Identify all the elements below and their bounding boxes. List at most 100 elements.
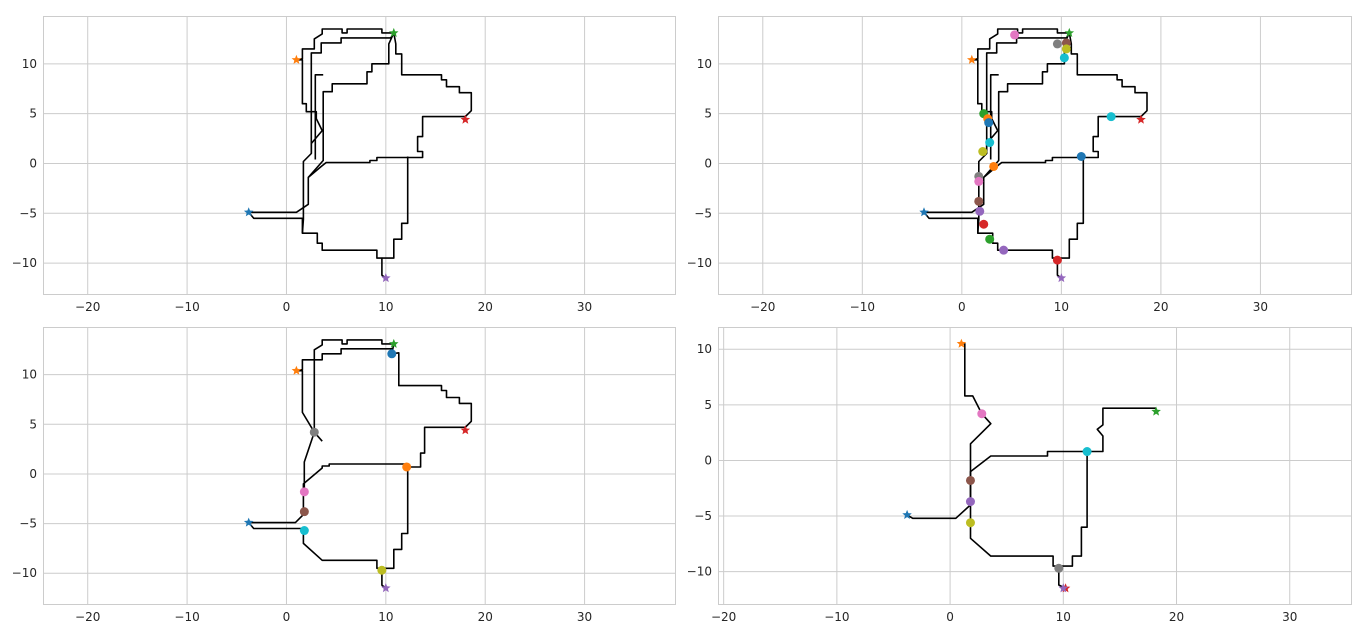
steiner-point [1082,447,1092,457]
terminal-star [389,27,399,37]
x-tick-label: 30 [1282,610,1297,624]
steiner-point [1106,112,1116,122]
steiner-point [1054,563,1064,573]
y-tick-label: −10 [687,256,712,270]
steiner-point [978,147,988,157]
panel-2: −20 −10 0 10 20 30 −10 −5 0 5 10 [687,16,1352,314]
tree-edge [1087,407,1157,453]
steiner-point [1010,30,1020,40]
tree-edge [248,32,395,214]
x-tick-label: 0 [283,300,291,314]
y-tick-label: −5 [694,206,712,220]
terminal-star [1056,273,1067,283]
x-tick-label: 0 [283,610,291,624]
steiner-point [974,176,984,186]
x-tick-label: 10 [378,610,393,624]
terminal-star [1058,583,1069,593]
tree-edge [248,522,387,589]
steiner-point [965,475,975,485]
x-tick-label: 20 [478,300,493,314]
terminal-star [381,273,391,283]
terminal-star [460,425,471,435]
terminal-star [919,207,929,217]
tree-edge [314,74,324,160]
terminal-star [1064,27,1075,37]
tree-edge [296,339,394,372]
steiner-point [1052,39,1062,49]
terminal-star [381,583,391,593]
x-tick-label: 10 [378,300,393,314]
tree-edge [303,347,393,492]
y-tick-label: 5 [704,107,712,121]
x-tick-label: −20 [75,610,100,624]
tree-edge [1057,156,1085,259]
x-tick-label: 30 [577,300,592,314]
x-tick-label: −10 [824,610,849,624]
tree-edge [969,480,1066,590]
steiner-point [299,507,309,517]
steiner-point [299,487,309,497]
y-tick-label: −5 [694,509,712,523]
y-tick-label: 5 [704,398,712,412]
x-tick-label: 20 [1153,300,1168,314]
steiner-point [1076,151,1086,161]
x-tick-label: 30 [1253,300,1268,314]
tree-edge [296,28,394,61]
steiner-point [1059,53,1069,63]
steiner-point [985,138,995,148]
terminal-star [243,517,254,527]
terminal-star [967,54,977,64]
steiner-point [309,427,319,437]
panel-4: −20 −10 0 10 20 30 −10 −5 0 5 10 [687,327,1352,624]
x-tick-label: −20 [75,300,100,314]
steiner-point [977,409,987,419]
steiner-point [299,526,309,536]
y-tick-label: 0 [29,467,37,481]
tree-edge [906,450,1088,520]
y-tick-label: 5 [29,107,37,121]
x-tick-label: −20 [711,610,736,624]
axes-frame [718,327,1352,605]
tree-edge [381,156,409,259]
tree-edge [971,58,999,234]
steiner-point [979,219,989,229]
y-tick-label: −10 [12,256,37,270]
y-tick-label: −10 [687,565,712,579]
y-tick-label: −5 [19,517,37,531]
tree-edge [985,32,1070,154]
x-tick-label: −10 [174,300,199,314]
tree-edge [296,58,324,234]
panel-1: −20 −10 0 10 20 30 −10 −5 0 5 10 [12,16,676,314]
panel-3: −20 −10 0 10 20 30 −10 −5 0 5 10 [12,327,676,624]
axes-frame [43,16,676,295]
x-tick-label: 20 [478,610,493,624]
y-tick-label: 10 [22,57,37,71]
tree-edge [924,32,1071,214]
x-tick-label: 30 [577,610,592,624]
steiner-point [377,565,387,575]
steiner-point [975,206,985,216]
y-tick-label: 0 [704,453,712,467]
axes-frame [43,327,676,605]
terminal-star [1151,406,1161,416]
plot-area [718,327,1352,605]
terminal-star [1136,114,1146,124]
y-tick-label: 5 [29,417,37,431]
tree-edge [1058,451,1088,567]
tree-edge [381,467,409,570]
steiner-point [402,462,412,472]
steiner-point [965,497,975,507]
y-tick-label: 10 [22,368,37,382]
y-tick-label: 0 [29,156,37,170]
tree-edge [961,342,992,481]
x-tick-label: −20 [750,300,775,314]
y-tick-label: −10 [12,566,37,580]
terminal-star [956,338,967,348]
tree-edge [390,343,473,468]
terminal-star [460,114,471,124]
steiner-point [984,118,994,128]
y-tick-label: 0 [704,156,712,170]
x-tick-label: 0 [946,610,954,624]
x-tick-label: 0 [958,300,966,314]
